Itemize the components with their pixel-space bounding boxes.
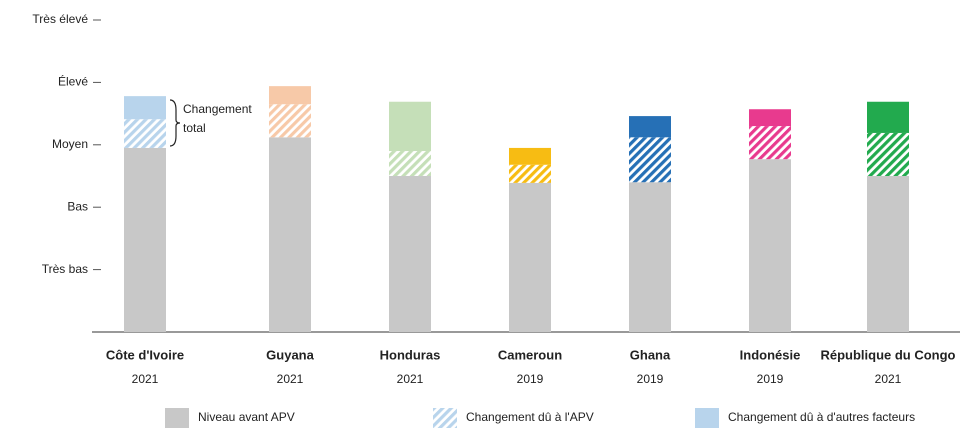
legend-swatch — [433, 408, 457, 428]
bar-segment — [124, 147, 166, 332]
x-tick-sublabel: 2021 — [132, 372, 159, 386]
legend-swatch — [165, 408, 189, 428]
bar-segment — [629, 116, 671, 138]
x-tick-sublabel: 2019 — [517, 372, 544, 386]
y-tick-label: Très élevé — [32, 12, 88, 26]
x-tick-label: Honduras — [380, 347, 441, 362]
bar-segment — [749, 109, 791, 127]
bar-segment — [269, 86, 311, 105]
x-tick-label: Indonésie — [740, 347, 801, 362]
y-tick-label: Très bas — [42, 262, 88, 276]
brace — [169, 99, 181, 147]
y-tick-label: Bas — [67, 199, 88, 213]
legend-swatch — [695, 408, 719, 428]
bar-segment — [269, 137, 311, 332]
legend-label: Niveau avant APV — [198, 410, 295, 424]
bar-segment — [124, 96, 166, 120]
x-tick-label: Cameroun — [498, 347, 562, 362]
x-tick-label: Ghana — [630, 347, 671, 362]
bar-segment — [629, 137, 671, 183]
x-tick-sublabel: 2019 — [637, 372, 664, 386]
y-tick-label: Moyen — [52, 137, 88, 151]
annotation: Changement — [183, 102, 252, 116]
x-tick-label: République du Congo — [820, 347, 955, 362]
y-tick-label: Élevé — [58, 74, 88, 89]
bar-segment — [389, 176, 431, 332]
x-tick-label: Côte d'Ivoire — [106, 347, 184, 362]
x-tick-label: Guyana — [266, 347, 314, 362]
x-tick-sublabel: 2021 — [875, 372, 902, 386]
legend-label: Changement dû à d'autres facteurs — [728, 410, 915, 424]
bar-segment — [269, 104, 311, 138]
bar-segment — [509, 147, 551, 165]
bar-segment — [509, 164, 551, 183]
annotation: total — [183, 121, 206, 135]
x-tick-sublabel: 2019 — [757, 372, 784, 386]
bar-segment — [389, 151, 431, 176]
legend-label: Changement dû à l'APV — [466, 410, 594, 424]
bar-segment — [749, 159, 791, 332]
x-tick-sublabel: 2021 — [397, 372, 424, 386]
bar-segment — [124, 119, 166, 148]
bar-segment — [509, 182, 551, 332]
bar-segment — [867, 176, 909, 332]
bar-segment — [867, 132, 909, 176]
bar-segment — [389, 101, 431, 152]
x-tick-sublabel: 2021 — [277, 372, 304, 386]
bar-segment — [867, 101, 909, 133]
bar-segment — [629, 182, 671, 332]
bar-segment — [749, 126, 791, 160]
